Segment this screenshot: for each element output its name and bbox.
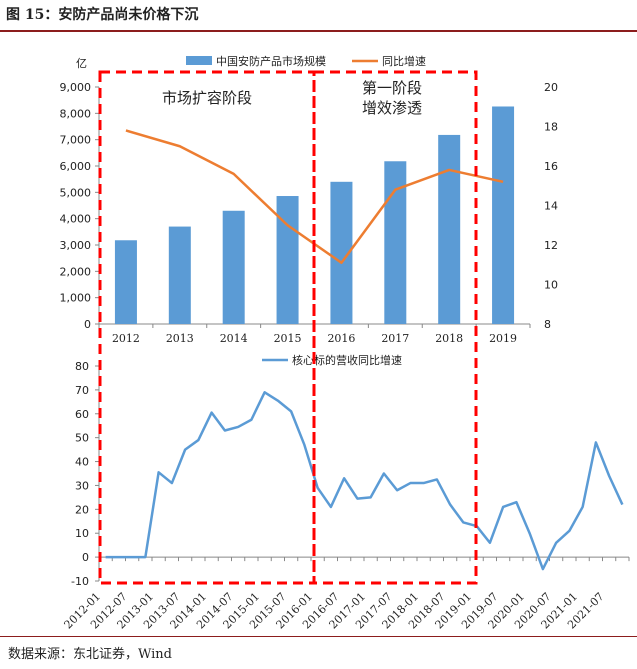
y-tick-label: 80 [75, 360, 89, 373]
y-tick-label: 60 [75, 408, 89, 421]
phase2-label-line2: 增效渗透 [362, 99, 422, 117]
x-tick-label: 2018 [435, 332, 463, 345]
legend-label: 核心标的营收同比增速 [292, 353, 402, 367]
right-tick-label: 12 [544, 239, 558, 252]
revenue-growth-chart: -10010203040506070802012-012012-072013-0… [62, 353, 630, 631]
x-tick-label: 2017 [381, 332, 409, 345]
y-tick-label: 0 [82, 551, 89, 564]
left-tick-label: 6,000 [60, 160, 92, 173]
left-tick-label: 2,000 [60, 265, 92, 278]
y-tick-label: 20 [75, 503, 89, 516]
x-tick-label: 2016 [327, 332, 355, 345]
right-tick-label: 10 [544, 279, 558, 292]
x-tick-label: 2019 [489, 332, 517, 345]
bar-market-size [168, 226, 191, 324]
title-rule [0, 30, 637, 32]
left-tick-label: 8,000 [60, 107, 92, 120]
x-tick-label: 2013 [166, 332, 194, 345]
right-tick-label: 8 [544, 318, 551, 331]
left-tick-label: 0 [84, 318, 91, 331]
bar-market-size [276, 196, 299, 324]
left-tick-label: 4,000 [60, 213, 92, 226]
left-tick-label: 7,000 [60, 134, 92, 147]
source-note: 数据来源：东北证券，Wind [8, 647, 172, 662]
y-tick-label: -10 [71, 575, 89, 588]
left-tick-label: 1,000 [60, 292, 92, 305]
bar-market-size [114, 240, 137, 324]
y-tick-label: 70 [75, 384, 89, 397]
bar-market-size [492, 106, 515, 324]
y-tick-label: 10 [75, 527, 89, 540]
x-tick-label: 2012 [112, 332, 140, 345]
market-size-chart: 0 1,000 2,000 3,000 4,000 5,000 6,000 7,000 8,00… [60, 54, 559, 345]
bar-market-size [384, 161, 407, 324]
x-tick-label: 2014 [220, 332, 248, 345]
bar-market-size [330, 181, 353, 324]
legend-label-bar: 中国安防产品市场规模 [216, 54, 326, 68]
y-tick-label: 30 [75, 479, 89, 492]
left-axis-unit: 亿 [76, 57, 87, 70]
left-tick-label: 9,000 [60, 81, 92, 94]
bar-market-size [438, 134, 461, 324]
line-revenue-growth [105, 391, 624, 571]
right-tick-label: 14 [544, 200, 558, 213]
right-tick-label: 20 [544, 81, 558, 94]
legend-swatch-bar [186, 56, 212, 65]
phase1-label: 市场扩容阶段 [162, 89, 252, 107]
bar-market-size [222, 210, 245, 324]
phase2-label-line1: 第一阶段 [362, 79, 422, 97]
x-tick-label: 2015 [274, 332, 302, 345]
footer-rule [0, 636, 637, 637]
right-tick-label: 18 [544, 121, 558, 134]
right-tick-label: 16 [544, 160, 558, 173]
left-tick-label: 5,000 [60, 186, 92, 199]
legend-label-line: 同比增速 [382, 54, 426, 68]
y-tick-label: 40 [75, 456, 89, 469]
y-tick-label: 50 [75, 432, 89, 445]
phase2-box [312, 70, 478, 585]
figure-title: 图 15：安防产品尚未价格下沉 [6, 7, 199, 23]
phase-boxes [98, 70, 478, 585]
phase-annotations: 市场扩容阶段 第一阶段 增效渗透 [162, 79, 422, 117]
left-tick-label: 3,000 [60, 239, 92, 252]
